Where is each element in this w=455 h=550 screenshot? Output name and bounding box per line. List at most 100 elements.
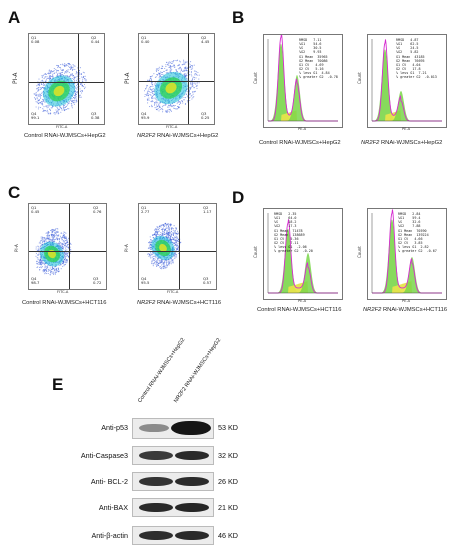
event-dot bbox=[158, 105, 160, 107]
event-dot bbox=[39, 269, 41, 271]
event-dot bbox=[154, 260, 156, 262]
event-dot bbox=[40, 242, 42, 244]
event-dot bbox=[156, 265, 158, 268]
event-dot bbox=[40, 267, 42, 269]
event-dot bbox=[76, 78, 78, 80]
row-label-p53: Anti-p53 bbox=[101, 423, 128, 432]
event-dot bbox=[55, 68, 57, 70]
event-dot bbox=[83, 75, 85, 77]
event-dot bbox=[46, 267, 48, 269]
event-dot bbox=[173, 233, 175, 235]
event-dot bbox=[170, 68, 172, 70]
event-dot bbox=[59, 66, 61, 69]
event-dot bbox=[80, 83, 82, 85]
event-dot bbox=[45, 105, 47, 107]
event-dot bbox=[149, 87, 151, 89]
event-dot bbox=[149, 236, 151, 238]
event-dot bbox=[39, 266, 41, 268]
event-dot bbox=[194, 74, 196, 76]
event-dot bbox=[173, 231, 175, 233]
event-dot bbox=[60, 73, 62, 75]
scatter-dots bbox=[143, 59, 200, 113]
event-dot bbox=[161, 67, 163, 69]
event-dot bbox=[171, 65, 173, 67]
event-dot bbox=[60, 237, 62, 239]
event-dot bbox=[166, 261, 168, 264]
event-dot bbox=[159, 225, 161, 227]
event-dot bbox=[148, 79, 150, 81]
event-dot bbox=[63, 105, 65, 107]
event-dot bbox=[40, 107, 42, 109]
event-dot bbox=[191, 68, 193, 70]
event-dot bbox=[193, 87, 195, 89]
event-dot bbox=[79, 88, 81, 90]
event-dot bbox=[39, 95, 41, 97]
scatter-dots bbox=[146, 222, 182, 270]
event-dot bbox=[165, 231, 168, 233]
event-dot bbox=[158, 103, 160, 105]
gate-horizontal bbox=[139, 251, 216, 252]
event-dot bbox=[165, 72, 167, 74]
event-dot bbox=[158, 230, 160, 232]
event-dot bbox=[195, 77, 197, 79]
event-dot bbox=[165, 233, 167, 235]
scatter-dots bbox=[33, 62, 87, 115]
band-nr2f2 bbox=[175, 451, 209, 460]
event-dot bbox=[46, 77, 48, 79]
event-dot bbox=[150, 248, 152, 250]
event-dot bbox=[185, 93, 187, 95]
event-dot bbox=[67, 256, 69, 258]
event-dot bbox=[161, 232, 163, 234]
x-axis-label: PE-A bbox=[402, 127, 411, 131]
event-dot bbox=[76, 86, 78, 88]
event-dot bbox=[61, 246, 63, 248]
event-dot bbox=[150, 252, 152, 254]
event-dot bbox=[159, 233, 161, 236]
event-dot bbox=[157, 228, 159, 230]
event-dot bbox=[37, 266, 39, 268]
event-dot bbox=[158, 110, 160, 112]
event-dot bbox=[39, 241, 41, 243]
event-dot bbox=[151, 254, 153, 256]
event-dot bbox=[150, 96, 153, 98]
event-dot bbox=[170, 104, 172, 106]
event-dot bbox=[63, 252, 65, 254]
blot-row-beta-actin bbox=[132, 526, 214, 545]
event-dot bbox=[73, 103, 75, 105]
event-dot bbox=[151, 101, 153, 103]
event-dot bbox=[84, 86, 86, 88]
band-nr2f2 bbox=[175, 531, 209, 540]
event-dot bbox=[62, 241, 64, 243]
event-dot bbox=[172, 237, 174, 239]
event-dot bbox=[60, 107, 62, 109]
event-dot bbox=[58, 240, 61, 243]
event-dot bbox=[37, 88, 39, 90]
event-dot bbox=[183, 69, 185, 71]
event-dot bbox=[148, 245, 150, 247]
event-dot bbox=[54, 273, 56, 275]
event-dot bbox=[191, 65, 193, 67]
event-dot bbox=[166, 234, 168, 236]
event-dot bbox=[53, 267, 55, 270]
event-dot bbox=[169, 224, 171, 226]
event-dot bbox=[39, 86, 41, 89]
event-dot bbox=[66, 241, 68, 243]
event-dot bbox=[42, 74, 44, 76]
gate-vertical bbox=[188, 34, 189, 124]
event-dot bbox=[185, 69, 188, 72]
event-dot bbox=[175, 232, 177, 235]
event-dot bbox=[191, 79, 194, 81]
event-dot bbox=[70, 243, 72, 246]
event-dot bbox=[65, 242, 68, 244]
event-dot bbox=[60, 268, 62, 270]
event-dot bbox=[35, 252, 37, 255]
event-dot bbox=[49, 74, 51, 77]
event-dot bbox=[47, 235, 49, 237]
event-dot bbox=[163, 233, 165, 236]
event-dot bbox=[151, 75, 153, 77]
event-dot bbox=[38, 242, 40, 244]
event-dot bbox=[172, 227, 174, 230]
event-dot bbox=[190, 72, 192, 74]
event-dot bbox=[148, 242, 150, 244]
event-dot bbox=[160, 234, 163, 237]
